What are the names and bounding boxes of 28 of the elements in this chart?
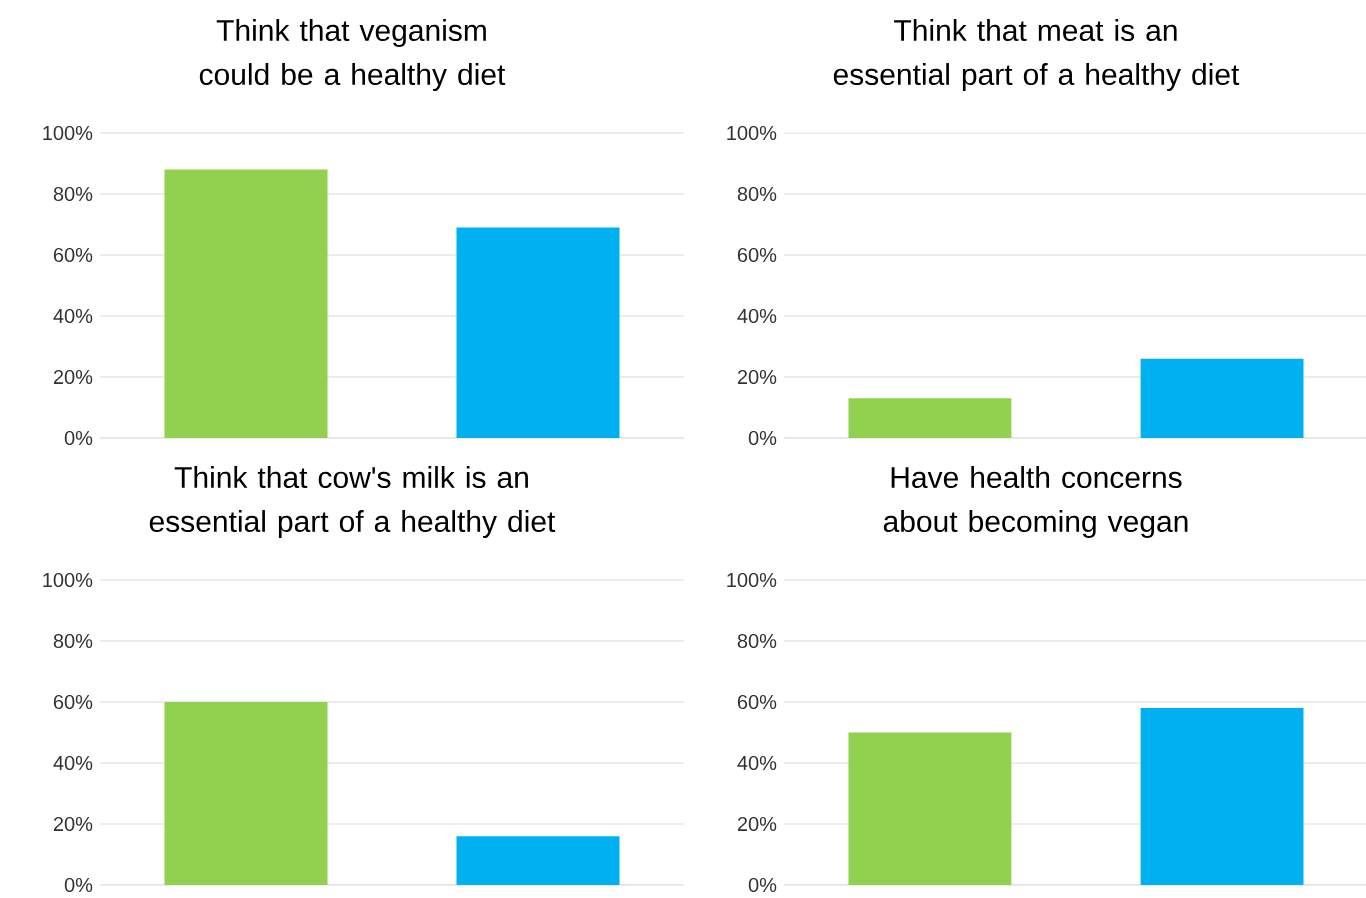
chart-title: Think that cow's milk is an essential part of a healthy diet [149,466,556,539]
y-tick-label: 100% [727,572,777,588]
chart-title: Think that meat is an essential part of a healthy diet [833,19,1240,92]
y-tick-label: 0% [748,430,777,446]
y-tick-label: 40% [737,308,777,324]
chart-title: Think that veganism could be a healthy diet [199,19,506,92]
y-tick-label: 20% [737,369,777,385]
y-tick-label: 80% [737,633,777,649]
y-tick-label: 80% [53,186,93,202]
y-tick-label: 40% [53,755,93,771]
y-tick-label: 20% [53,816,93,832]
y-tick-label: 60% [737,694,777,710]
y-tick-label: 100% [727,125,777,141]
y-tick-label: 60% [53,247,93,263]
y-tick-label: 80% [737,186,777,202]
y-tick-label: 20% [53,369,93,385]
y-tick-label: 0% [64,430,93,446]
y-tick-label: 100% [43,572,93,588]
y-tick-label: 80% [53,633,93,649]
y-tick-label: 20% [737,816,777,832]
y-tick-label: 60% [737,247,777,263]
y-tick-label: 100% [43,125,93,141]
y-tick-label: 0% [748,877,777,893]
y-tick-label: 60% [53,694,93,710]
y-tick-label: 0% [64,877,93,893]
y-tick-label: 40% [53,308,93,324]
y-tick-label: 40% [737,755,777,771]
chart-title: Have health concerns about becoming vegan [883,466,1188,539]
